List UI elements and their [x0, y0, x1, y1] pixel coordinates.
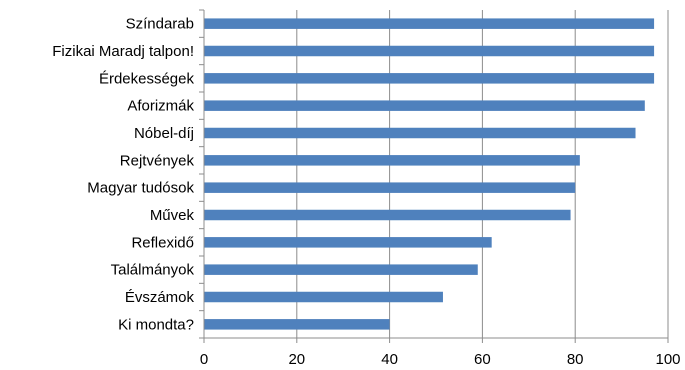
bar	[204, 45, 655, 57]
category-label: Reflexidő	[131, 234, 194, 251]
category-label: Fizikai Maradj talpon!	[52, 43, 194, 60]
x-tick-label: 80	[567, 351, 584, 368]
bars	[204, 18, 655, 330]
x-tick-label: 60	[474, 351, 491, 368]
category-label: Művek	[150, 207, 195, 224]
bar	[204, 127, 636, 139]
category-label: Színdarab	[126, 16, 194, 33]
category-label: Találmányok	[111, 262, 195, 279]
bar	[204, 182, 576, 193]
category-label: Évszámok	[125, 289, 195, 306]
gridlines	[296, 10, 669, 338]
bar	[204, 18, 655, 29]
bar	[204, 155, 580, 166]
category-label: Magyar tudósok	[87, 180, 194, 197]
bar	[204, 319, 390, 330]
axes	[199, 9, 669, 343]
x-tick-label: 20	[288, 351, 305, 368]
x-tick-label: 100	[655, 351, 680, 368]
bar	[204, 264, 478, 275]
category-label: Aforizmák	[127, 98, 194, 115]
x-tick-label: 40	[381, 351, 398, 368]
category-label: Ki mondta?	[118, 316, 194, 333]
bar	[204, 237, 492, 248]
bar	[204, 73, 655, 84]
category-label: Nóbel-díj	[134, 125, 194, 142]
category-label: Rejtvények	[120, 152, 195, 169]
bar	[204, 209, 571, 221]
x-tick-label: 0	[200, 351, 208, 368]
labels: 0 20 40 60 80 100 Színdarab Fizikai Maradj talp…	[52, 16, 680, 368]
category-label: Érdekességek	[99, 70, 195, 87]
bar	[204, 100, 645, 111]
bar	[204, 291, 443, 303]
